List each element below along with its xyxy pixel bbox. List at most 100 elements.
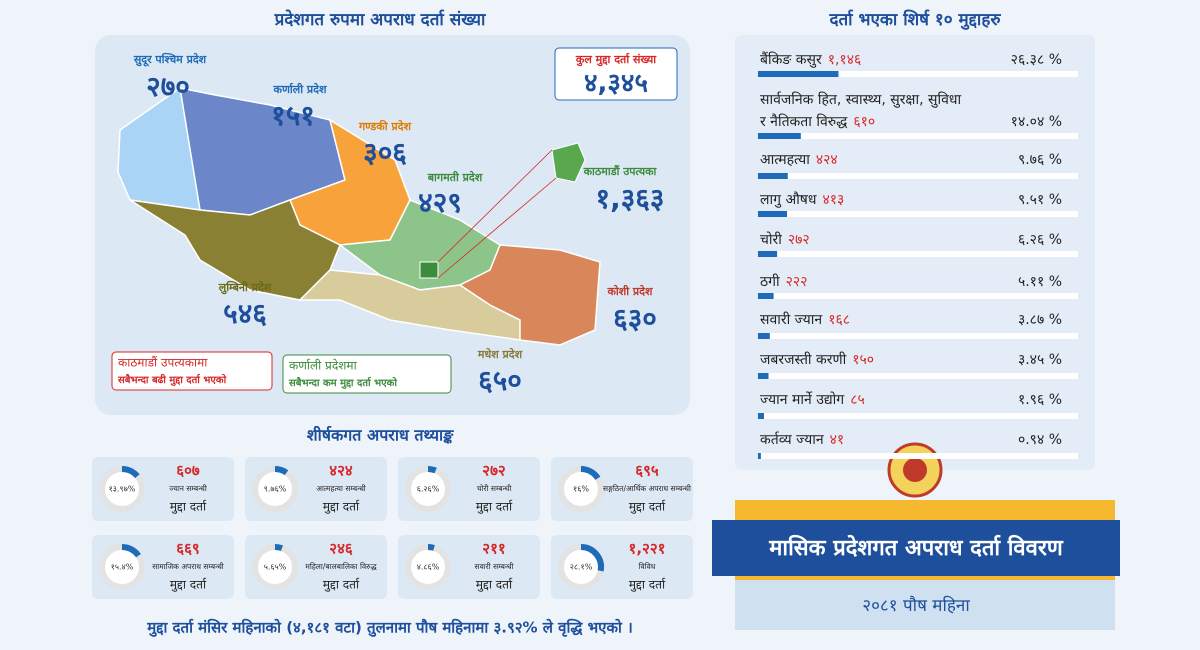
item-count: १६८ [828, 312, 850, 328]
category-label: विविध [639, 562, 656, 571]
province-name: लुम्बिनी प्रदेश [218, 280, 272, 295]
item-percent: २६.३८ % [1011, 52, 1062, 68]
category-label: आत्महत्या सम्बन्धी [316, 484, 367, 493]
category-count: ६९५ [635, 462, 659, 480]
item-count: २२२ [786, 274, 808, 290]
item-name: सवारी ज्यान [760, 311, 822, 328]
province-name: कर्णाली प्रदेश [273, 82, 327, 96]
item-name: र नैतिकता विरुद्ध [760, 113, 848, 130]
donut-arc [580, 466, 601, 481]
province-shape [458, 244, 601, 346]
province-name: कोशी प्रदेश [606, 284, 653, 298]
category-count: ६६९ [176, 540, 199, 558]
row-bg [758, 333, 1078, 339]
banner-subtitle: २०८१ पौष महिना [862, 595, 970, 616]
total-label: कुल मुद्दा दर्ता संख्या [575, 52, 657, 67]
category-sub: मुद्दा दर्ता [323, 578, 360, 593]
item-bar [758, 333, 770, 339]
note-box [282, 354, 452, 394]
banner-title: मासिक प्रदेशगत अपराध दर्ता विवरण [768, 534, 1064, 561]
row-bg [758, 71, 1078, 77]
row-bg [758, 211, 1078, 217]
donut-arc [427, 544, 435, 551]
category-label: चोरी सम्बन्धी [477, 484, 513, 493]
province-value: १५१ [271, 99, 315, 132]
province-name: मधेश प्रदेश [477, 347, 523, 361]
item-name: सार्वजनिक हित, स्वास्थ्य, सुरक्षा, सुविध… [760, 91, 961, 108]
category-percent: ४.८६% [417, 563, 440, 572]
category-percent: १५.४% [111, 563, 134, 572]
kathmandu-shape [419, 261, 439, 279]
category-percent: १३.९७% [109, 485, 136, 494]
category-label: महिला/बालबालिका विरुद्ध [305, 562, 377, 571]
top10-title: दर्ता भएका शिर्ष १० मुद्दाहरु [828, 9, 1001, 30]
item-bar [758, 71, 839, 77]
item-name: जबरजस्ती करणी [760, 351, 847, 368]
category-percent: १६% [573, 485, 589, 494]
category-percent: ६.२६% [417, 485, 440, 494]
footer-text: मुद्दा दर्ता मंसिर महिनाको (४,१८१ वटा) त… [146, 619, 633, 638]
province-name: सुदूर पश्चिम प्रदेश [133, 52, 207, 67]
province-value: ५४६ [223, 297, 267, 330]
category-sub: मुद्दा दर्ता [629, 500, 666, 515]
category-count: २११ [482, 540, 505, 558]
item-count: १५० [852, 352, 874, 368]
item-percent: ३.८७ % [1018, 312, 1062, 328]
category-label: सवारी सम्बन्धी [475, 562, 515, 571]
item-bar [758, 453, 761, 459]
province-name: काठमाडौं उपत्यका [583, 164, 658, 178]
item-count: २७२ [788, 232, 810, 248]
province-value: ६५० [478, 364, 522, 397]
item-percent: ९.७६ % [1018, 152, 1062, 168]
donut-arc [274, 544, 283, 552]
kathmandu-inset [551, 142, 586, 183]
inset-line [437, 149, 553, 263]
category-label: सामाजिक अपराध सम्बन्धी [152, 562, 225, 571]
item-bar [758, 373, 769, 379]
province-name: गण्डकी प्रदेश [358, 119, 412, 133]
donut-arc [121, 466, 140, 479]
donut-arc [580, 544, 604, 572]
item-percent: ०.९४ % [1018, 432, 1062, 448]
item-name: ठगी [760, 273, 780, 290]
province-name: बागमती प्रदेश [427, 170, 483, 184]
category-percent: २८.१% [570, 563, 593, 572]
category-label: ज्यान सम्बन्धी [169, 484, 208, 493]
category-percent: ९.७६% [264, 485, 287, 494]
note-text: सबैभन्दा कम मुद्दा दर्ता भएको [288, 376, 397, 389]
row-bg [758, 373, 1078, 379]
item-count: ४२४ [816, 152, 838, 168]
item-bar [758, 211, 788, 217]
item-percent: ९.५१ % [1018, 192, 1062, 208]
category-count: २७२ [482, 462, 505, 480]
subtitle-box [735, 580, 1115, 630]
banner-box [712, 520, 1120, 576]
item-count: ६१० [853, 114, 875, 130]
total-value: ४,३४५ [584, 69, 648, 99]
category-sub: मुद्दा दर्ता [476, 578, 513, 593]
item-name: बैंकिङ कसुर [760, 51, 822, 68]
item-percent: ५.११ % [1018, 274, 1062, 290]
row-bg [758, 453, 1078, 459]
province-shape [129, 199, 341, 301]
item-count: ४१३ [822, 192, 844, 208]
note-box [111, 351, 273, 391]
province-value: १,३६३ [596, 182, 665, 215]
item-bar [758, 251, 778, 257]
donut-arc [427, 466, 437, 474]
category-percent: ५.६५% [264, 563, 287, 572]
category-sub: मुद्दा दर्ता [629, 578, 666, 593]
row-bg [758, 251, 1078, 257]
item-bar [758, 293, 774, 299]
note-text: सबैभन्दा बढी मुद्दा दर्ता भएको [117, 373, 227, 386]
emblem-center [903, 458, 927, 482]
item-percent: १४.०४ % [1011, 114, 1062, 130]
row-bg [758, 293, 1078, 299]
item-count: ८५ [850, 392, 865, 408]
category-count: २४६ [329, 540, 353, 558]
row-bg [758, 173, 1078, 179]
note-title: कर्णाली प्रदेशमा [289, 359, 358, 373]
item-name: लागु औषध [760, 191, 817, 208]
province-value: २७० [146, 70, 190, 103]
item-count: १,१४६ [828, 52, 862, 68]
